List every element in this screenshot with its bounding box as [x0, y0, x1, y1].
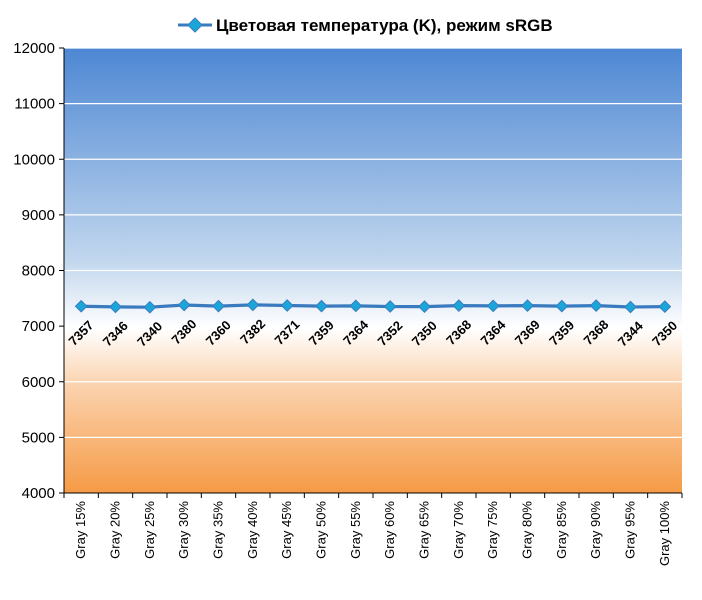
legend-marker-icon: [187, 17, 203, 33]
data-point: [315, 299, 328, 313]
x-tick-label: Gray 80%: [520, 501, 535, 559]
y-tick-label: 10000: [13, 151, 55, 168]
series: [74, 298, 672, 314]
y-tick-label: 8000: [22, 263, 55, 280]
y-tick-label: 6000: [22, 374, 55, 391]
y-tick-label: 7000: [22, 318, 55, 335]
data-point: [624, 300, 637, 314]
data-point: [658, 300, 672, 314]
x-tick-label: Gray 15%: [73, 501, 88, 559]
y-tick-label: 12000: [13, 40, 55, 57]
series-line: [81, 303, 665, 309]
x-tick-label: Gray 50%: [314, 501, 329, 559]
x-tick-label: Gray 65%: [417, 501, 432, 559]
data-point: [452, 299, 466, 313]
y-tick-label: 9000: [22, 207, 55, 224]
data-point: [74, 299, 88, 313]
x-tick-label: Gray 95%: [623, 501, 638, 559]
y-tick-label: 11000: [14, 96, 55, 113]
gridlines: [64, 47, 682, 438]
x-tick-label: Gray 30%: [176, 501, 191, 559]
data-point: [109, 300, 122, 314]
x-axis-ticks: Gray 15% Gray 20% Gray 25% Gray 30% Gray 35%…: [63, 493, 683, 566]
y-tick-label: 5000: [22, 429, 55, 446]
x-tick-label: Gray 60%: [382, 501, 397, 559]
x-tick-label: Gray 20%: [108, 501, 123, 559]
legend-label: Цветовая температура (K), режим sRGB: [216, 16, 553, 35]
data-point: [143, 300, 157, 314]
x-tick-label: Gray 45%: [279, 501, 294, 559]
x-tick-label: Gray 25%: [142, 501, 157, 559]
y-tick-label: 4000: [22, 485, 55, 502]
data-point: [486, 299, 500, 313]
data-point: [555, 299, 569, 313]
x-tick-label: Gray 90%: [588, 501, 603, 559]
data-point: [383, 300, 397, 313]
x-tick-label: Gray 70%: [451, 501, 466, 559]
x-tick-label: Gray 85%: [554, 501, 569, 559]
data-point: [589, 299, 603, 313]
data-point: [280, 299, 294, 312]
data-point: [212, 299, 225, 313]
x-tick-label: Gray 35%: [211, 501, 226, 559]
data-point: [418, 300, 431, 314]
x-tick-label: Gray 55%: [348, 501, 363, 559]
data-point: [177, 298, 191, 312]
x-tick-label: Gray 75%: [485, 501, 500, 559]
data-point: [521, 299, 534, 312]
legend: Цветовая температура (K), режим sRGB: [178, 16, 553, 35]
y-axis-ticks: 4000 5000 6000 7000 8000 9000 10000 11000 12000: [13, 40, 64, 502]
x-tick-label: Gray 100%: [657, 501, 672, 566]
x-tick-label: Gray 40%: [245, 501, 260, 559]
data-point: [349, 299, 363, 313]
data-point: [246, 298, 260, 312]
